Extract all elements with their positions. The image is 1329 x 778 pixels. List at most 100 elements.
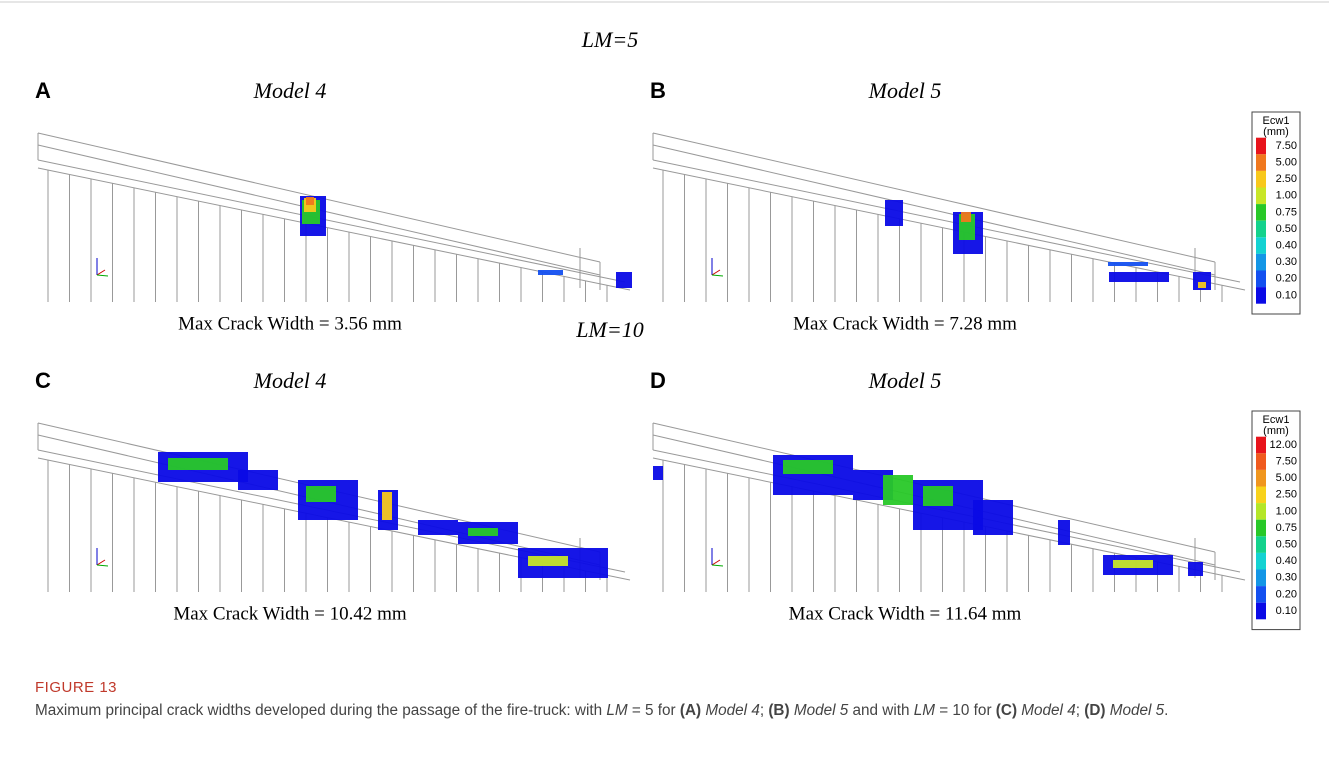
legend-swatch — [1256, 287, 1266, 304]
axis-x — [712, 270, 720, 275]
legend-label: 0.50 — [1276, 223, 1297, 235]
beam-edge — [653, 133, 1215, 262]
max-crack-width: Max Crack Width = 11.64 mm — [789, 603, 1022, 624]
crack-patch — [1198, 282, 1206, 288]
beam-render — [653, 133, 1245, 302]
panel-letter: A — [35, 78, 51, 103]
legend-label: 1.00 — [1276, 190, 1297, 202]
figure-page: LM=5 A Model 4 Max Crack Width = 3.56 mm B Mo… — [0, 0, 1329, 778]
crack-patch — [538, 270, 563, 275]
caption-segment: and with — [848, 702, 913, 719]
legend-swatch — [1256, 487, 1266, 504]
legend-swatch — [1256, 603, 1266, 620]
crack-patch — [923, 486, 953, 506]
crack-patch — [306, 197, 314, 205]
legend-swatch — [1256, 503, 1266, 520]
legend-swatch — [1256, 254, 1266, 271]
caption-segment: . — [1164, 702, 1168, 719]
caption-segment: Model 4 — [701, 702, 760, 719]
crack-patch — [1108, 262, 1148, 266]
beam-edge — [653, 168, 1245, 290]
panel-model: Model 5 — [868, 78, 942, 103]
legend-label: 0.30 — [1276, 572, 1297, 584]
row-heading: LM=5 — [581, 27, 638, 52]
caption-segment: Model 5 — [1105, 702, 1164, 719]
crack-patch — [653, 466, 663, 480]
figure-label: FIGURE 13 — [35, 679, 117, 696]
legend-swatch — [1256, 237, 1266, 254]
crack-patch — [168, 458, 228, 470]
legend-label: 5.00 — [1276, 472, 1297, 484]
beam-edge — [653, 145, 1215, 275]
caption-segment: ; — [1076, 702, 1085, 719]
legend-label: 0.10 — [1276, 289, 1297, 301]
caption-segment: Maximum principal crack widths developed… — [35, 702, 606, 719]
legend-swatch — [1256, 470, 1266, 487]
legend-swatch — [1256, 520, 1266, 537]
crack-patch — [418, 520, 458, 535]
legend-label: 0.10 — [1276, 605, 1297, 617]
crack-patch — [973, 500, 1013, 535]
legend-label: 7.50 — [1276, 140, 1297, 152]
legend-label: 5.00 — [1276, 157, 1297, 169]
legend-swatch — [1256, 138, 1266, 155]
crack-patch — [616, 272, 632, 288]
crack-patch — [1113, 560, 1153, 568]
legend-unit: (mm) — [1263, 425, 1289, 437]
panel-model: Model 5 — [868, 368, 942, 393]
legend-label: 0.40 — [1276, 555, 1297, 567]
legend-swatch — [1256, 204, 1266, 221]
panel-model: Model 4 — [253, 368, 327, 393]
row-heading: LM=10 — [575, 317, 643, 342]
axis-x — [97, 270, 105, 275]
caption-segment: = 10 for — [935, 702, 996, 719]
caption-segment: (C) — [996, 702, 1017, 719]
legend-swatch — [1256, 154, 1266, 171]
caption-segment: (A) — [680, 702, 701, 719]
axis-y — [712, 565, 723, 566]
axis-x — [97, 560, 105, 565]
legend-swatch — [1256, 221, 1266, 238]
legend-label: 0.75 — [1276, 522, 1297, 534]
crack-patch — [238, 470, 278, 490]
caption-segment: (B) — [768, 702, 789, 719]
panel-letter: B — [650, 78, 666, 103]
axis-x — [712, 560, 720, 565]
max-crack-width: Max Crack Width = 3.56 mm — [178, 313, 402, 334]
legend-swatch — [1256, 453, 1266, 470]
crack-patch — [382, 492, 392, 520]
axis-y — [97, 275, 108, 276]
legend-swatch — [1256, 271, 1266, 288]
legend-label: 12.00 — [1269, 439, 1297, 451]
legend-swatch — [1256, 553, 1266, 570]
legend-label: 0.50 — [1276, 539, 1297, 551]
legend-label: 0.75 — [1276, 206, 1297, 218]
caption-segment: = 5 for — [628, 702, 680, 719]
crack-patch — [783, 460, 833, 474]
max-crack-width: Max Crack Width = 10.42 mm — [173, 603, 407, 624]
caption-segment: Model 4 — [1017, 702, 1076, 719]
legend-swatch — [1256, 570, 1266, 587]
crack-patch — [468, 528, 498, 536]
legend-unit: (mm) — [1263, 126, 1289, 138]
beam-render — [653, 423, 1245, 592]
legend-swatch — [1256, 171, 1266, 188]
panel-letter: D — [650, 368, 666, 393]
crack-patch — [885, 200, 903, 226]
legend-label: 0.40 — [1276, 240, 1297, 252]
legend-swatch — [1256, 437, 1266, 454]
crack-patch — [961, 212, 971, 222]
beam-edge — [38, 160, 625, 282]
legend-label: 0.30 — [1276, 256, 1297, 268]
crack-patch — [1058, 520, 1070, 545]
max-crack-width: Max Crack Width = 7.28 mm — [793, 313, 1017, 334]
caption-segment: Model 5 — [790, 702, 849, 719]
axis-y — [712, 275, 723, 276]
figure-caption: Maximum principal crack widths developed… — [35, 700, 1300, 722]
caption-segment: LM — [914, 702, 935, 719]
caption-segment: (D) — [1084, 702, 1105, 719]
legend-label: 7.50 — [1276, 456, 1297, 468]
legend-label: 1.00 — [1276, 505, 1297, 517]
legend-label: 2.50 — [1276, 489, 1297, 501]
crack-patch — [306, 486, 336, 502]
